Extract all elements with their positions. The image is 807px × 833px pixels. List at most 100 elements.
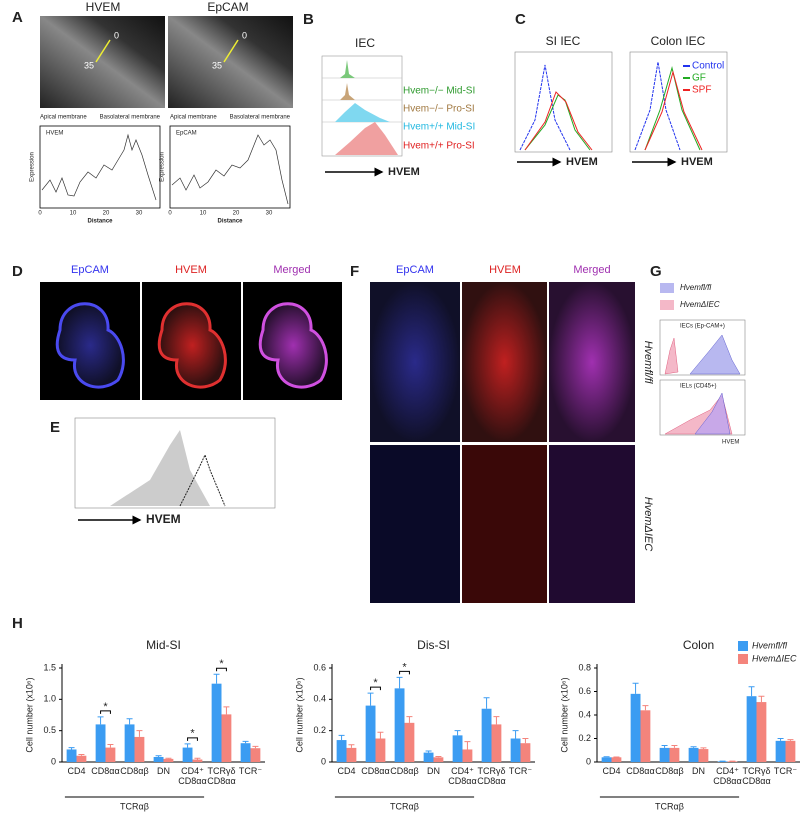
row-label: Hvemfl/fl bbox=[642, 341, 654, 384]
x-tick-label: CD8αα bbox=[91, 766, 120, 776]
tick-label: 30 bbox=[136, 211, 143, 217]
error-bar bbox=[690, 746, 697, 748]
significance-label: * bbox=[219, 658, 224, 670]
y-tick-label: 0.6 bbox=[578, 686, 591, 696]
bar bbox=[66, 749, 77, 762]
error-bar bbox=[406, 716, 413, 723]
box-label: IELs (CD45+) bbox=[680, 384, 717, 390]
panel-label: F bbox=[350, 263, 359, 280]
error-bar bbox=[165, 757, 172, 759]
bar bbox=[659, 747, 670, 762]
x-tick-label: CD4⁺ CD8αα bbox=[713, 766, 742, 786]
error-bar bbox=[348, 744, 355, 748]
error-bar bbox=[184, 743, 191, 748]
error-bar bbox=[522, 738, 529, 744]
error-bar bbox=[454, 730, 461, 736]
legend-entry: Hvem+/+ Pro-SI bbox=[403, 141, 475, 152]
legend-entry: HvemΔIEC bbox=[752, 653, 797, 663]
bar bbox=[124, 724, 135, 762]
tick-label: 10 bbox=[200, 211, 207, 217]
x-tick-label: CD4⁺ CD8αα bbox=[178, 766, 207, 786]
error-bar bbox=[642, 705, 649, 711]
bar bbox=[601, 757, 612, 762]
axis-label: HVEM bbox=[146, 512, 181, 526]
error-bar bbox=[78, 753, 85, 756]
plot-frame bbox=[169, 125, 291, 209]
axis-label: HVEM bbox=[566, 156, 598, 168]
x-tick-label: TCRγδ CD8αα bbox=[207, 766, 236, 786]
y-axis-label: Cell number (x10⁶) bbox=[24, 677, 34, 752]
significance-label: * bbox=[190, 728, 195, 740]
error-bar bbox=[787, 739, 794, 741]
error-bar bbox=[97, 716, 104, 725]
bar bbox=[375, 738, 386, 762]
x-tick-label: TCRγδ CD8αα bbox=[477, 766, 506, 786]
profile-line bbox=[223, 39, 239, 63]
error-bar bbox=[338, 734, 345, 741]
bar bbox=[250, 748, 261, 762]
x-tick-label: CD8αα bbox=[361, 766, 390, 776]
error-bar bbox=[661, 745, 668, 748]
tick-label: 20 bbox=[103, 211, 110, 217]
bar bbox=[611, 757, 622, 762]
annotation: Apical membrane bbox=[170, 115, 217, 121]
chart-title: Colon bbox=[683, 638, 714, 652]
error-bar bbox=[493, 716, 500, 725]
row-label: HvemΔIEC bbox=[642, 497, 654, 551]
x-tick-label: TCRγδ CD8αα bbox=[742, 766, 771, 786]
bar bbox=[105, 747, 116, 762]
y-tick-label: 0.5 bbox=[43, 725, 56, 735]
plot-frame bbox=[39, 125, 161, 209]
group-label: TCRαβ bbox=[120, 801, 149, 811]
error-bar bbox=[242, 740, 249, 744]
panel-label: E bbox=[50, 419, 60, 436]
bar bbox=[462, 749, 473, 762]
error-bar bbox=[425, 750, 432, 753]
micrograph bbox=[370, 445, 460, 603]
bar bbox=[182, 747, 193, 762]
profile-plot: Apical membrane Basolateral membrane EpC… bbox=[160, 115, 291, 225]
x-tick-label: CD8αβ bbox=[120, 766, 149, 776]
y-tick-label: 1.0 bbox=[43, 694, 56, 704]
tick-label: 20 bbox=[233, 211, 240, 217]
error-bar bbox=[367, 692, 374, 706]
y-axis-label: Cell number (x10⁶) bbox=[559, 677, 569, 752]
error-bar bbox=[777, 738, 784, 741]
legend-entry: SPF bbox=[692, 85, 711, 96]
significance-label: * bbox=[373, 677, 378, 689]
significance-bracket bbox=[216, 667, 227, 672]
y-tick-label: 0.2 bbox=[578, 733, 591, 743]
error-bar bbox=[758, 695, 765, 703]
tick-label: 0 bbox=[38, 211, 42, 217]
bar bbox=[775, 740, 786, 762]
error-bar bbox=[107, 743, 114, 748]
image-mark: 35 bbox=[84, 60, 94, 70]
micrograph bbox=[40, 16, 165, 108]
bar bbox=[669, 747, 680, 762]
x-tick-label: CD4 bbox=[337, 766, 356, 776]
bar bbox=[688, 747, 699, 762]
panel-label: A bbox=[12, 9, 23, 26]
y-tick-label: 0 bbox=[586, 756, 591, 766]
group-label: TCRαβ bbox=[390, 801, 419, 811]
profile-curve bbox=[171, 134, 289, 205]
y-tick-label: 0.2 bbox=[313, 725, 326, 735]
panel-label: G bbox=[650, 263, 662, 280]
legend-entry: Control bbox=[692, 61, 724, 72]
bar bbox=[698, 749, 709, 762]
annotation: Basolateral membrane bbox=[230, 115, 291, 121]
image-title: EpCAM bbox=[71, 264, 109, 276]
annotation: Apical membrane bbox=[40, 115, 87, 121]
bar bbox=[481, 708, 492, 762]
bar bbox=[520, 743, 531, 762]
error-bar bbox=[700, 747, 707, 750]
y-tick-label: 0.8 bbox=[578, 662, 591, 672]
error-bar bbox=[155, 755, 162, 757]
legend-swatch bbox=[738, 654, 748, 664]
micrograph bbox=[462, 445, 547, 603]
image-title: HVEM bbox=[489, 264, 521, 276]
legend-swatch bbox=[660, 300, 674, 310]
bar bbox=[717, 761, 728, 762]
error-bar bbox=[603, 756, 610, 758]
